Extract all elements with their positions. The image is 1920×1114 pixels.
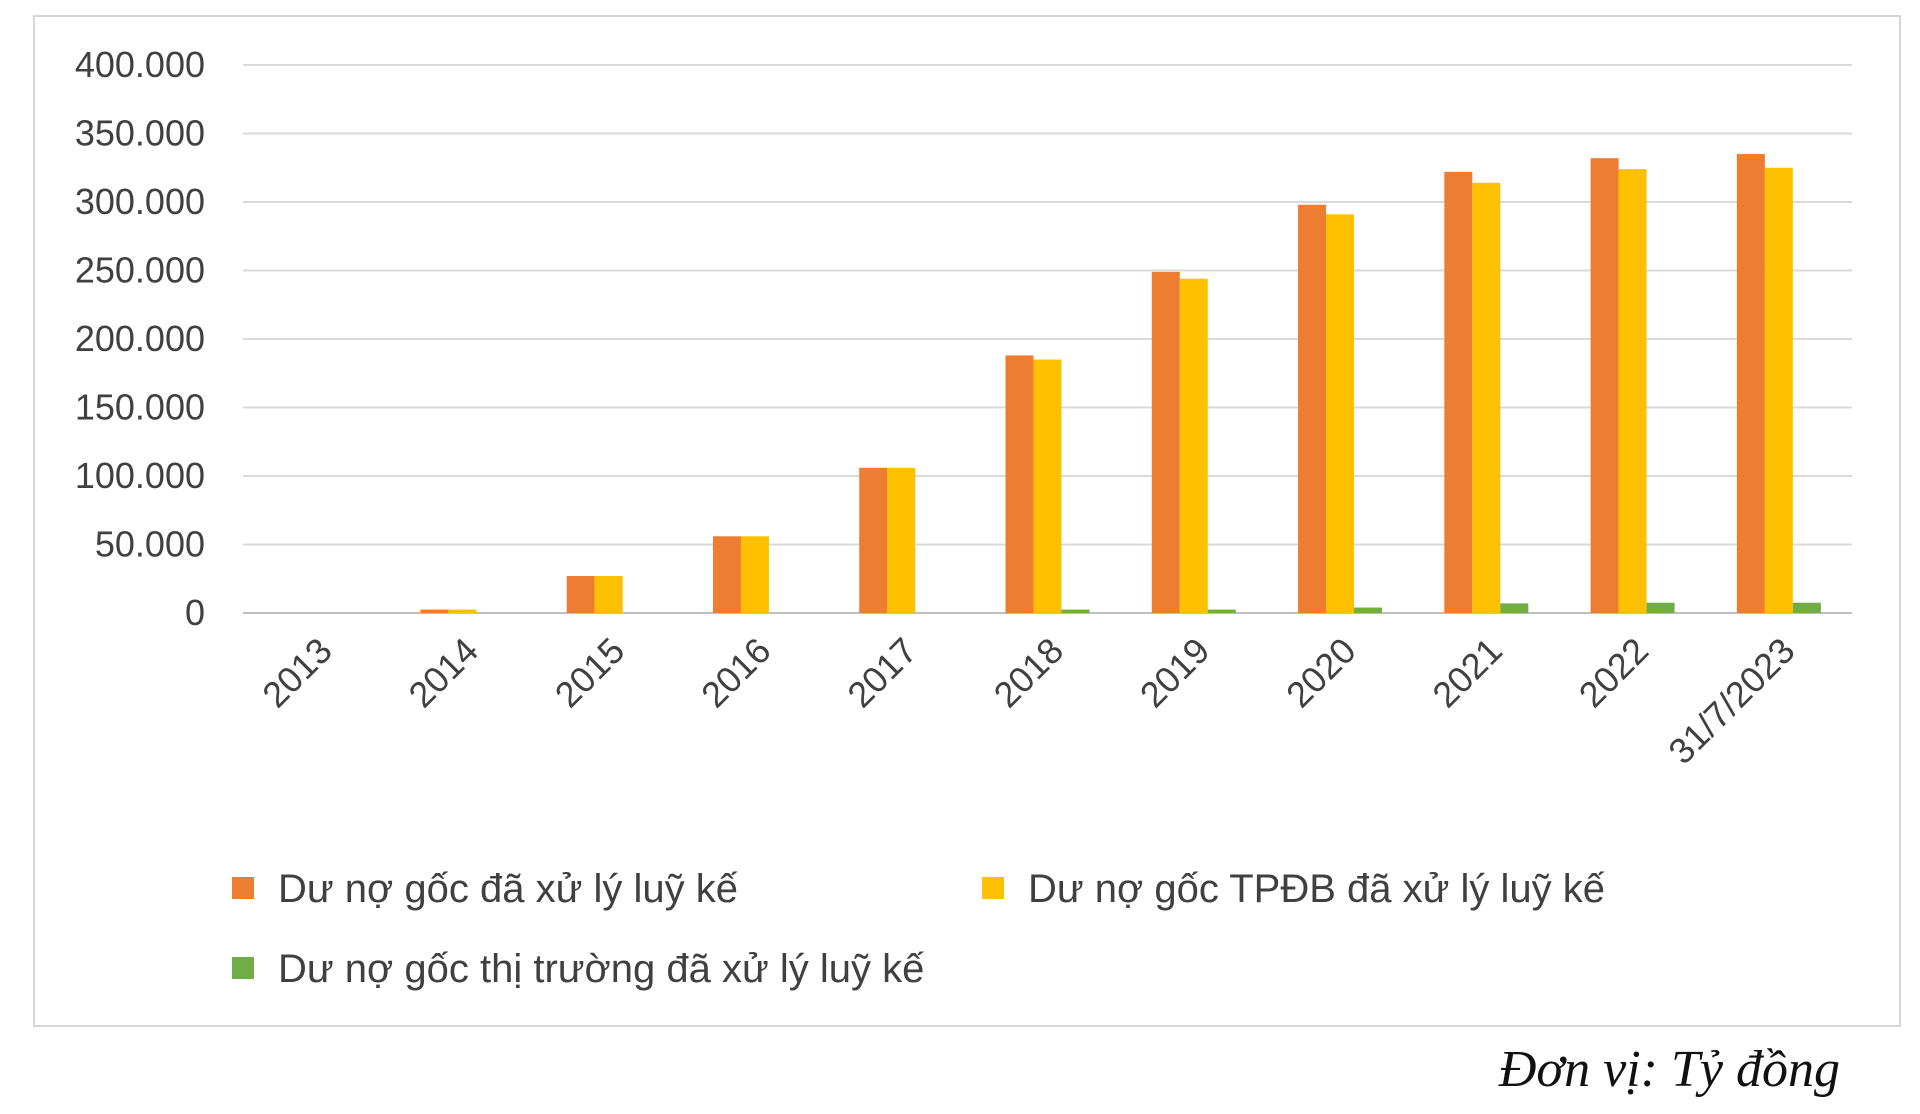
legend-label: Dư nợ gốc TPĐB đã xử lý luỹ kế xyxy=(1028,867,1605,911)
bar-1-2017 xyxy=(859,467,888,613)
y-axis-tick-labels: 0 50.000 100.000 150.000 200.000 250.000 300.0… xyxy=(75,44,205,633)
bar-2-2020 xyxy=(1326,214,1355,613)
y-tick-label: 50.000 xyxy=(95,524,205,565)
bar-2-2019 xyxy=(1179,278,1208,613)
bar-1-2019 xyxy=(1151,271,1180,613)
y-tick-label: 400.000 xyxy=(75,44,205,85)
x-tick-label: 2017 xyxy=(839,630,925,716)
bars xyxy=(420,154,1821,614)
bar-2-2021 xyxy=(1472,182,1501,613)
bar-2-2018 xyxy=(1033,359,1062,613)
unit-note: Đơn vị: Tỷ đồng xyxy=(1498,1041,1840,1098)
legend-label: Dư nợ gốc đã xử lý luỹ kế xyxy=(278,867,738,911)
bar-1-2018 xyxy=(1005,355,1034,613)
bar-1-2015 xyxy=(566,576,595,613)
x-tick-label: 2015 xyxy=(547,630,633,716)
bar-1-2020 xyxy=(1298,204,1327,614)
x-tick-label: 2014 xyxy=(400,630,486,716)
chart-frame xyxy=(33,15,1901,1027)
bar-2-2014 xyxy=(448,609,477,613)
bar-2-2016 xyxy=(740,536,769,613)
bar-1-2022 xyxy=(1590,158,1619,613)
bar-3-2020 xyxy=(1354,607,1383,613)
bar-1-2016 xyxy=(712,536,741,613)
bar-3-2018 xyxy=(1061,609,1090,613)
legend-label: Dư nợ gốc thị trường đã xử lý luỹ kế xyxy=(278,947,924,991)
bar-1-2021 xyxy=(1444,171,1473,614)
legend-swatch xyxy=(232,877,254,899)
bar-1-31-7-2023 xyxy=(1736,154,1765,614)
bar-2-2017 xyxy=(887,467,916,613)
x-tick-label: 2018 xyxy=(986,630,1072,716)
y-tick-label: 200.000 xyxy=(75,318,205,359)
x-tick-label: 2016 xyxy=(693,630,779,716)
legend-swatch xyxy=(982,877,1004,899)
x-tick-label: 31/7/2023 xyxy=(1660,630,1802,772)
bar-3-2021 xyxy=(1500,603,1529,613)
y-tick-label: 300.000 xyxy=(75,181,205,222)
x-tick-label: 2013 xyxy=(254,630,340,716)
y-tick-label: 100.000 xyxy=(75,455,205,496)
bar-2-31-7-2023 xyxy=(1764,167,1793,613)
bar-3-31-7-2023 xyxy=(1792,602,1821,613)
y-tick-label: 250.000 xyxy=(75,250,205,291)
x-tick-label: 2021 xyxy=(1424,630,1510,716)
bar-3-2022 xyxy=(1646,602,1675,613)
gridlines xyxy=(243,64,1852,614)
x-tick-label: 2020 xyxy=(1278,630,1364,716)
bar-3-2019 xyxy=(1207,609,1236,613)
x-axis-tick-labels: 2013 2014 2015 2016 2017 2018 2019 2020 2021 2022… xyxy=(254,630,1802,772)
legend-swatch xyxy=(232,957,254,979)
x-tick-label: 2022 xyxy=(1571,630,1657,716)
bar-2-2022 xyxy=(1618,169,1647,613)
y-tick-label: 350.000 xyxy=(75,113,205,154)
legend: Dư nợ gốc đã xử lý luỹ kế Dư nợ gốc TPĐB … xyxy=(232,867,1605,991)
x-tick-label: 2019 xyxy=(1132,630,1218,716)
y-tick-label: 150.000 xyxy=(75,387,205,428)
bar-2-2015 xyxy=(594,576,623,613)
y-tick-label: 0 xyxy=(185,592,205,633)
bar-1-2014 xyxy=(420,609,449,613)
